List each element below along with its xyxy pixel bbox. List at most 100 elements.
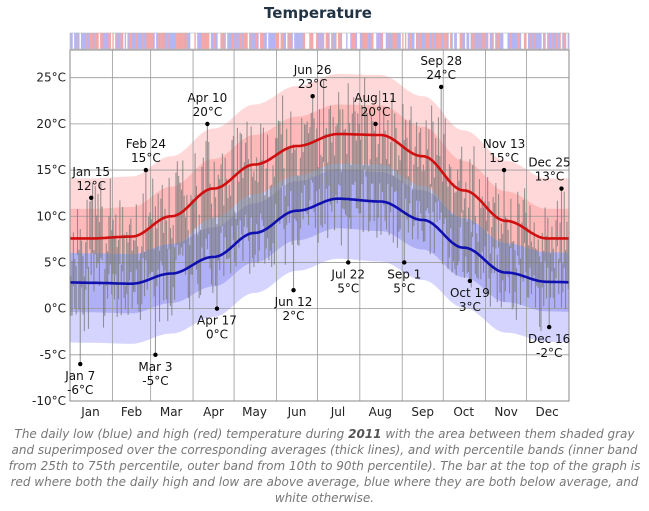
anomaly-bar-day [206,33,209,49]
anomaly-bar-day [435,33,437,49]
anomaly-bar-day [305,33,307,49]
anomaly-bar-day [298,33,300,49]
anomaly-bar-day [463,33,466,49]
anomaly-bar-day [447,33,449,49]
anomaly-bar-day [519,33,522,49]
anomaly-bar-day [507,33,510,49]
anomaly-bar-day [74,33,76,49]
anomaly-bar-day [108,33,110,49]
anomaly-bar-day [444,33,447,49]
extreme-marker [546,324,552,330]
anomaly-bar-day [275,33,277,49]
anomaly-bar-day [165,33,168,49]
anomaly-bar-day [455,33,458,49]
anomaly-bar-day [411,33,414,49]
anomaly-bar-day [504,33,507,49]
anomaly-bar-day [389,33,392,49]
anomaly-bar-day [232,33,235,49]
anomaly-bar-day [264,33,266,49]
anomaly-bar-day [83,33,86,49]
anomaly-bar-day [292,33,295,49]
anomaly-bar-day [503,33,506,49]
x-tick-label: Aug [369,405,392,419]
anomaly-bar-day [197,33,199,49]
anomaly-bar-day [161,33,164,49]
anomaly-bar-day [394,33,396,49]
anomaly-bar-day [314,33,317,49]
anomaly-bar-day [465,33,467,49]
anomaly-bar-day [294,33,296,49]
anomaly-bar-day [205,33,208,49]
annotation-temp: -6°C [67,383,93,397]
anomaly-bar-day [87,33,90,49]
extreme-marker [153,352,158,358]
anomaly-bar-day [410,33,413,49]
anomaly-bar-day [384,33,387,49]
extreme-marker [501,167,507,173]
x-axis-ticks: Jan Feb Mar Apr May Jun Jul Aug Sep Oct Nov Dec [80,405,558,419]
anomaly-bar-day [247,33,250,49]
anomaly-bar-day [223,33,225,49]
anomaly-bar-day [391,33,393,49]
annotation-temp: -5°C [142,374,168,388]
anomaly-bar-day [176,33,179,49]
anomaly-bar-day [339,33,341,49]
anomaly-bar-day [486,33,489,49]
annotation-date: Sep 1 [387,267,421,281]
temperature-chart: Temperature 25°C 20°C 15°C 10°C 5°C 0°C -5°C -1… [32,4,571,419]
anomaly-bar-day [540,33,542,49]
chart-title: Temperature [264,4,372,22]
anomaly-bar-day [534,33,537,49]
anomaly-bar-day [128,33,131,49]
anomaly-bar-day [511,33,514,49]
anomaly-bar-day [417,33,419,49]
anomaly-bar-day [212,33,214,49]
annotation-temp: 0°C [206,328,228,342]
anomaly-bar-day [201,33,203,49]
anomaly-bar-day [555,33,557,49]
anomaly-bar-day [365,33,367,49]
extreme-marker [559,186,564,191]
anomaly-bar-day [544,33,547,49]
anomaly-bar-day [413,33,415,49]
anomaly-bar-day [90,33,93,49]
anomaly-bar-day [178,33,180,49]
anomaly-bar-day [376,33,378,49]
x-tick-label: Oct [453,405,474,419]
extreme-marker [205,121,210,127]
annotation-temp: -2°C [536,346,562,360]
anomaly-bar-day [418,33,421,49]
anomaly-bar-day [208,33,210,49]
anomaly-bar-day [440,33,443,49]
anomaly-bar-day [284,33,287,49]
anomaly-bar-day [242,33,244,49]
anomaly-bar-day [522,33,525,49]
anomaly-bar-day [399,33,402,49]
anomaly-bar-day [514,33,516,49]
anomaly-bar-day [146,33,149,49]
anomaly-bar-day [352,33,355,49]
anomaly-bar-day [307,33,310,49]
anomaly-bar-day [343,33,346,49]
anomaly-bar-day [150,33,153,49]
anomaly-bar-day [551,33,553,49]
anomaly-bar-day [407,33,410,49]
anomaly-bar-day [145,33,147,49]
anomaly-bar-day [321,33,324,49]
anomaly-bar-day [459,33,462,49]
anomaly-bar-day [560,33,563,49]
x-tick-label: Nov [494,405,517,419]
anomaly-bar-day [563,33,566,49]
anomaly-bar-day [332,33,335,49]
anomaly-bar-day [132,33,135,49]
anomaly-bar-day [316,33,318,49]
caption-year: 2011 [348,427,382,441]
anomaly-bar-day [492,33,495,49]
anomaly-bar-day [71,33,74,49]
anomaly-bar-day [318,33,321,49]
anomaly-bar-day [537,33,540,49]
anomaly-bar-day [217,33,220,49]
anomaly-bar-day [499,33,501,49]
average-lines [69,132,569,285]
anomaly-bar-day [372,33,374,49]
